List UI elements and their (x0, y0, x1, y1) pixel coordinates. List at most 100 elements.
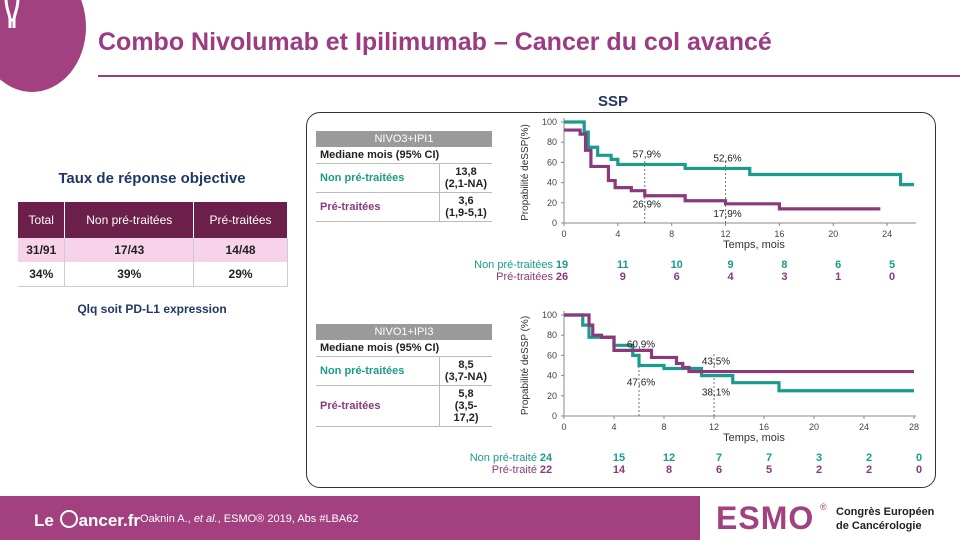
risk-value: 12 (663, 452, 675, 464)
annotation-label: 60,9% (627, 339, 655, 350)
median-table-nivo3: NIVO3+IPI1 Mediane mois (95% CI) Non pré… (316, 131, 492, 222)
x-tick-label: 0 (561, 229, 566, 239)
esmo-registered: ® (820, 502, 827, 512)
y-tick-label: 80 (547, 330, 557, 340)
risk-value: 2 (866, 452, 872, 464)
annotation-label: 17,9% (713, 209, 741, 220)
annotation-label: 26,9% (633, 200, 661, 211)
table-row: 31/91 17/43 14/48 (18, 238, 288, 262)
response-col-naive: Non pré-traitées (64, 202, 195, 238)
risk-value: 22 (540, 464, 552, 476)
group-label-pretreated: Pré-traitées (316, 385, 440, 427)
x-tick-label: 8 (669, 229, 674, 239)
risk-label: Pré-traitées (496, 271, 553, 283)
median-value: 5,8 (3,5-17,2) (439, 385, 492, 427)
risk-value: 0 (916, 452, 922, 464)
y-axis-label: Propabilité deSSP(%) (520, 124, 531, 221)
risk-value: 11 (617, 259, 629, 271)
x-tick-label: 20 (828, 229, 838, 239)
risk-value: 8 (666, 464, 672, 476)
x-axis-label: Temps, mois (723, 239, 785, 251)
risk-value: 0 (916, 464, 922, 476)
logo-badge (0, 0, 86, 92)
x-tick-label: 8 (661, 422, 666, 432)
table-cell: 31/91 (18, 238, 66, 262)
risk-value: 14 (613, 464, 626, 476)
table-cell: 29% (193, 262, 288, 287)
group-label-naive: Non pré-traitées (316, 163, 440, 193)
curve-pretreated (564, 313, 914, 374)
pfs-panel (306, 112, 936, 488)
risk-value: 24 (540, 452, 553, 464)
risk-value: 8 (781, 259, 787, 271)
risk-value: 26 (556, 271, 568, 283)
y-tick-label: 40 (547, 178, 557, 188)
median-value: 3,6 (1,9-5,1) (439, 192, 492, 222)
x-tick-label: 12 (721, 229, 731, 239)
risk-value: 19 (556, 259, 568, 271)
group-label-naive: Non pré-traitées (316, 356, 440, 386)
x-tick-label: 16 (759, 422, 769, 432)
y-tick-label: 100 (542, 117, 557, 127)
regimen-label: NIVO3+IPI1 (316, 131, 492, 147)
y-tick-label: 80 (547, 137, 557, 147)
risk-label: Pré-traité (492, 464, 537, 476)
median-table-nivo1: NIVO1+IPI3 Mediane mois (95% CI) Non pré… (316, 324, 492, 427)
x-tick-label: 12 (709, 422, 719, 432)
risk-value: 3 (781, 271, 787, 283)
risk-value: 5 (889, 259, 895, 271)
x-tick-label: 4 (611, 422, 616, 432)
y-tick-label: 100 (542, 310, 557, 320)
x-tick-label: 24 (859, 422, 869, 432)
median-header: Mediane mois (95% CI) (316, 340, 492, 357)
y-tick-label: 0 (552, 218, 557, 228)
x-tick-label: 16 (774, 229, 784, 239)
response-heading: Taux de réponse objective (58, 170, 246, 187)
response-table: Total Non pré-traitées Pré-traitées 31/9… (18, 202, 288, 287)
x-tick-label: 24 (882, 229, 892, 239)
risk-value: 9 (727, 259, 733, 271)
table-row: 34% 39% 29% (18, 262, 288, 287)
pdl1-note: Qlq soit PD-L1 expression (77, 302, 227, 316)
x-tick-label: 28 (909, 422, 919, 432)
y-tick-label: 40 (547, 371, 557, 381)
table-cell: 34% (18, 262, 66, 287)
risk-value: 6 (835, 259, 841, 271)
esmo-congress: Congrès Européen de Cancérologie (836, 506, 935, 532)
panel-title: SSP (598, 93, 629, 110)
risk-value: 6 (716, 464, 722, 476)
risk-value: 10 (671, 259, 683, 271)
table-cell: 17/43 (64, 238, 195, 262)
risk-value: 0 (889, 271, 895, 283)
table-cell: 14/48 (193, 238, 288, 262)
response-col-total: Total (18, 202, 66, 238)
annotation-label: 43,5% (702, 357, 730, 368)
annotation-label: 52,6% (713, 153, 741, 164)
risk-value: 2 (816, 464, 822, 476)
y-tick-label: 60 (547, 350, 557, 360)
risk-value: 5 (766, 464, 772, 476)
y-tick-label: 20 (547, 391, 557, 401)
x-tick-label: 4 (615, 229, 620, 239)
uterus-icon (4, 0, 20, 28)
y-axis-label: Propabilité deSSP (%) (520, 316, 531, 415)
annotation-label: 57,9% (633, 149, 661, 160)
regimen-label: NIVO1+IPI3 (316, 324, 492, 340)
risk-value: 4 (727, 271, 734, 283)
y-tick-label: 20 (547, 198, 557, 208)
risk-value: 3 (816, 452, 822, 464)
y-tick-label: 0 (552, 411, 557, 421)
response-col-pretreated: Pré-traitées (193, 202, 288, 238)
risk-value: 7 (766, 452, 772, 464)
annotation-label: 38,1% (702, 388, 730, 399)
risk-value: 2 (866, 464, 872, 476)
x-axis-label: Temps, mois (723, 432, 785, 444)
annotation-label: 47,6% (627, 378, 655, 389)
risk-value: 6 (674, 271, 680, 283)
risk-label: Non pré-traitées (474, 259, 553, 271)
curve-non-pretreated (564, 313, 914, 393)
group-label-pretreated: Pré-traitées (316, 192, 440, 222)
x-tick-label: 20 (809, 422, 819, 432)
curve-pretreated (564, 128, 881, 211)
